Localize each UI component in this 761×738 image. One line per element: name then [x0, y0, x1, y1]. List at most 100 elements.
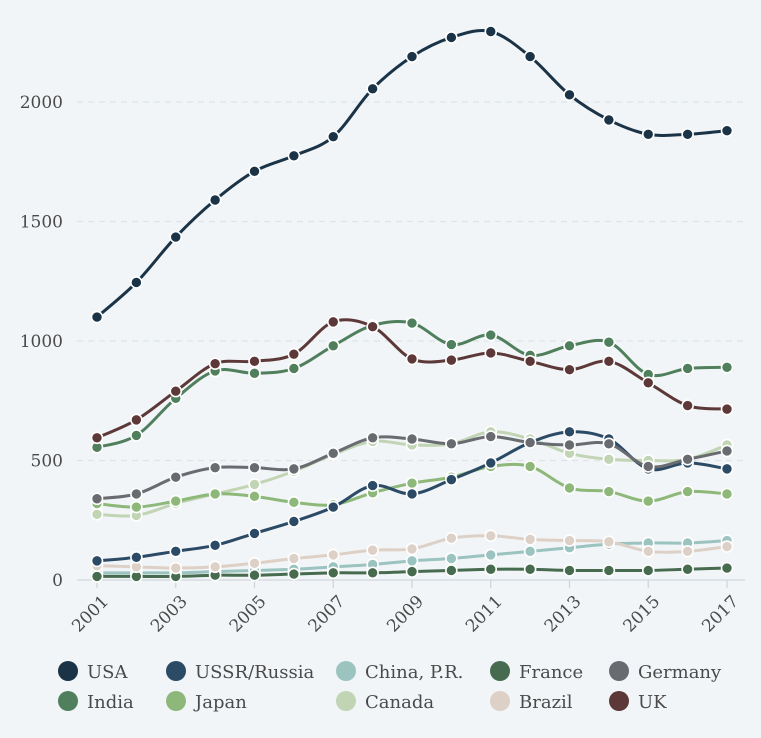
data-point-germany[interactable]	[681, 453, 694, 466]
data-point-japan[interactable]	[130, 500, 143, 514]
data-point-india[interactable]	[445, 338, 458, 351]
data-point-ussr-russia[interactable]	[248, 527, 261, 540]
data-point-france[interactable]	[90, 570, 104, 583]
data-point-usa[interactable]	[681, 127, 694, 141]
legend-item-uk[interactable]: UK	[609, 691, 667, 713]
data-point-usa[interactable]	[248, 165, 261, 178]
data-point-france[interactable]	[287, 567, 301, 581]
data-point-france[interactable]	[248, 568, 261, 582]
data-point-usa[interactable]	[484, 25, 498, 38]
data-point-canada[interactable]	[90, 507, 104, 521]
data-point-uk[interactable]	[563, 363, 576, 376]
data-point-ussr-russia[interactable]	[445, 473, 458, 486]
data-point-brazil[interactable]	[169, 561, 183, 575]
data-point-france[interactable]	[563, 564, 576, 577]
legend-item-usa[interactable]: USA	[58, 661, 129, 683]
data-point-brazil[interactable]	[208, 560, 222, 574]
legend-item-canada[interactable]: Canada	[336, 691, 434, 713]
legend-item-france[interactable]: France	[490, 661, 583, 683]
data-point-france[interactable]	[641, 564, 655, 577]
data-point-canada[interactable]	[602, 453, 616, 466]
data-point-germany[interactable]	[523, 436, 537, 449]
data-point-uk[interactable]	[681, 399, 694, 412]
data-point-ussr-russia[interactable]	[130, 550, 143, 564]
data-point-germany[interactable]	[208, 461, 222, 474]
data-point-brazil[interactable]	[602, 535, 616, 549]
data-point-france[interactable]	[405, 565, 419, 578]
data-point-uk[interactable]	[602, 355, 616, 368]
data-point-brazil[interactable]	[563, 534, 576, 547]
data-point-uk[interactable]	[484, 346, 498, 360]
data-point-germany[interactable]	[287, 462, 301, 476]
legend-item-china-p-r[interactable]: China, P.R.	[336, 661, 463, 683]
data-point-uk[interactable]	[169, 384, 183, 398]
data-point-japan[interactable]	[248, 490, 261, 503]
data-point-china-p-r[interactable]	[523, 545, 537, 558]
data-point-germany[interactable]	[484, 430, 498, 443]
data-point-france[interactable]	[326, 566, 340, 580]
data-point-japan[interactable]	[563, 481, 576, 495]
data-point-usa[interactable]	[366, 82, 379, 96]
data-point-usa[interactable]	[523, 50, 537, 63]
legend[interactable]: USA USSR/Russia China, P.R. France Germany In…	[58, 661, 722, 713]
data-point-ussr-russia[interactable]	[169, 545, 183, 558]
data-point-brazil[interactable]	[326, 548, 340, 562]
data-point-brazil[interactable]	[681, 545, 694, 558]
data-point-japan[interactable]	[641, 494, 655, 508]
data-point-usa[interactable]	[130, 276, 143, 289]
data-point-brazil[interactable]	[445, 531, 458, 545]
data-point-germany[interactable]	[248, 461, 261, 474]
legend-item-germany[interactable]: Germany	[609, 661, 722, 683]
data-point-ussr-russia[interactable]	[484, 456, 498, 470]
data-point-japan[interactable]	[169, 494, 183, 508]
data-point-uk[interactable]	[445, 353, 458, 367]
data-point-usa[interactable]	[445, 31, 458, 44]
data-point-germany[interactable]	[90, 492, 104, 506]
data-point-china-p-r[interactable]	[405, 554, 419, 568]
data-point-japan[interactable]	[208, 487, 222, 501]
data-point-uk[interactable]	[130, 413, 143, 427]
data-point-china-p-r[interactable]	[484, 548, 498, 562]
data-point-usa[interactable]	[563, 88, 576, 102]
data-point-france[interactable]	[484, 562, 498, 576]
data-point-uk[interactable]	[366, 320, 379, 333]
legend-item-india[interactable]: India	[58, 691, 134, 713]
data-point-brazil[interactable]	[366, 543, 379, 557]
data-point-france[interactable]	[445, 564, 458, 577]
data-point-ussr-russia[interactable]	[326, 500, 340, 514]
data-point-india[interactable]	[248, 366, 261, 380]
data-point-brazil[interactable]	[720, 540, 734, 553]
data-point-germany[interactable]	[326, 447, 340, 460]
data-point-uk[interactable]	[641, 376, 655, 390]
data-point-usa[interactable]	[641, 127, 655, 141]
data-point-india[interactable]	[405, 316, 419, 330]
legend-item-japan[interactable]: Japan	[166, 691, 247, 713]
data-point-usa[interactable]	[287, 149, 301, 163]
data-point-japan[interactable]	[523, 460, 537, 473]
data-point-brazil[interactable]	[523, 533, 537, 546]
data-point-uk[interactable]	[90, 431, 104, 445]
data-point-brazil[interactable]	[484, 529, 498, 543]
data-point-germany[interactable]	[169, 470, 183, 484]
data-point-france[interactable]	[523, 562, 537, 576]
data-point-ussr-russia[interactable]	[405, 487, 419, 501]
data-point-japan[interactable]	[602, 485, 616, 498]
data-point-ussr-russia[interactable]	[90, 554, 104, 568]
data-point-usa[interactable]	[405, 50, 419, 63]
data-point-japan[interactable]	[681, 485, 694, 498]
data-point-uk[interactable]	[326, 315, 340, 329]
data-point-usa[interactable]	[169, 230, 183, 244]
data-point-india[interactable]	[326, 339, 340, 353]
data-point-germany[interactable]	[602, 437, 616, 451]
data-point-germany[interactable]	[366, 431, 379, 445]
data-point-japan[interactable]	[720, 487, 734, 501]
data-point-usa[interactable]	[720, 124, 734, 137]
data-point-india[interactable]	[681, 362, 694, 375]
data-point-india[interactable]	[130, 429, 143, 442]
data-point-usa[interactable]	[208, 193, 222, 207]
data-point-china-p-r[interactable]	[445, 552, 458, 565]
data-point-france[interactable]	[720, 561, 734, 575]
data-point-uk[interactable]	[248, 355, 261, 368]
data-point-germany[interactable]	[641, 460, 655, 473]
data-point-usa[interactable]	[90, 310, 104, 324]
